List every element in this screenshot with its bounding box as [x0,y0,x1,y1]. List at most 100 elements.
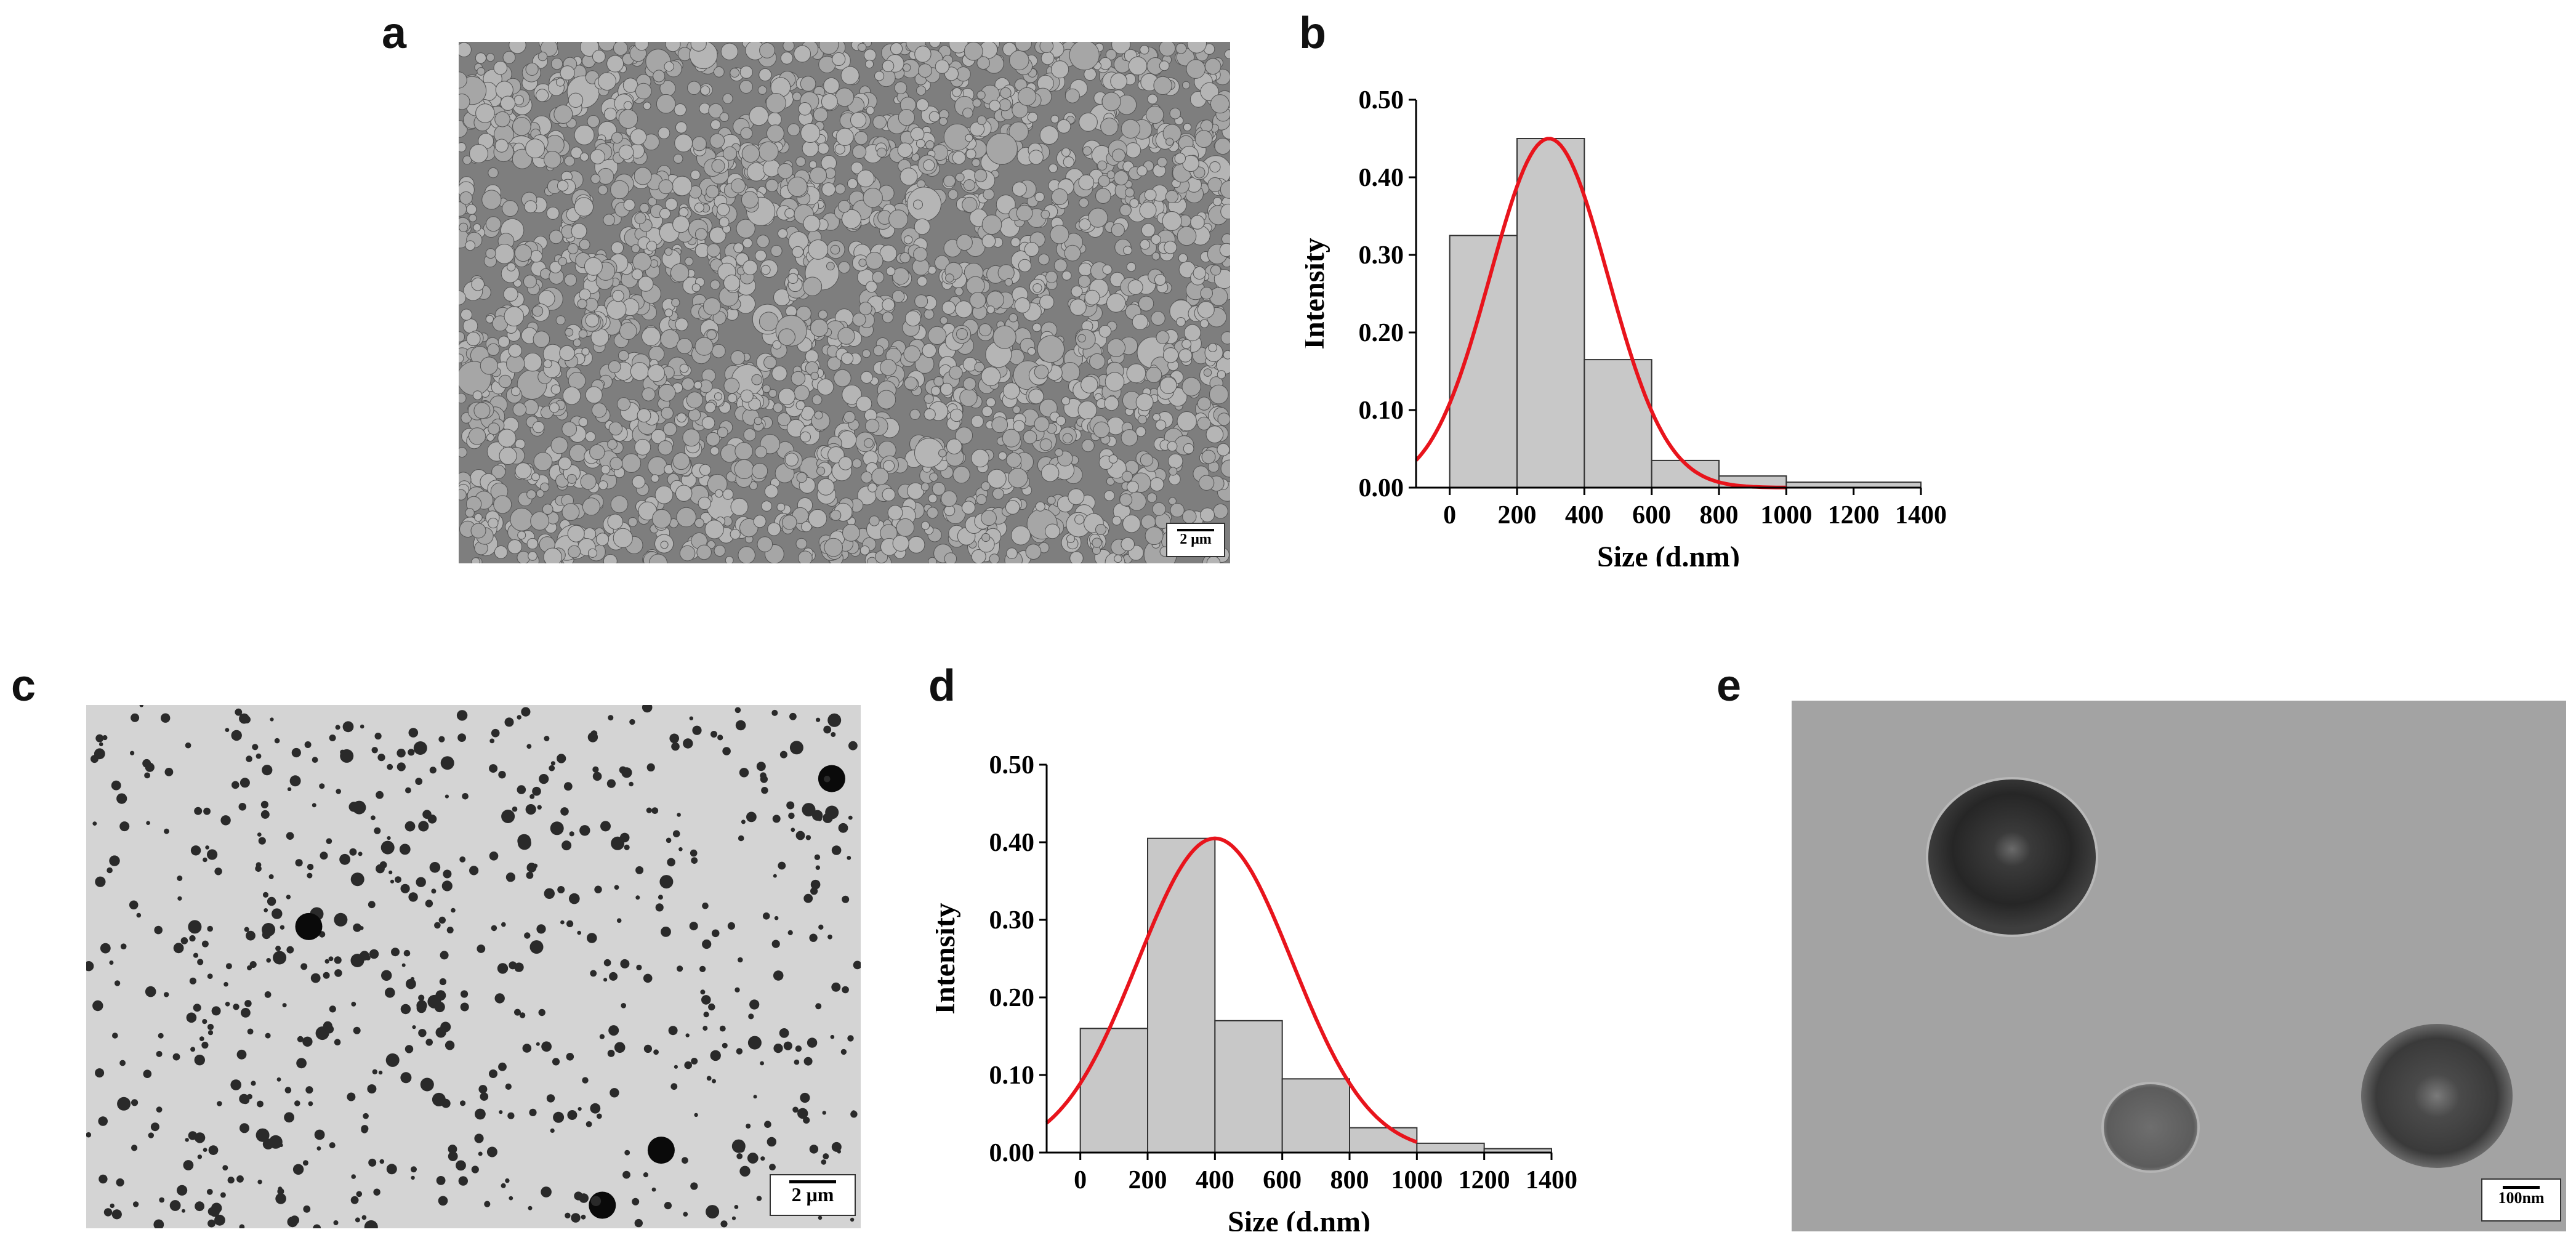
tem-particle [635,866,644,874]
sem-particle [928,557,937,563]
y-tick-label: 0.00 [1359,474,1404,502]
sem-particle [630,362,649,381]
tem-particle [131,713,140,722]
tem-particle [678,847,683,851]
histogram-bar [1214,1020,1283,1153]
tem-particle [247,965,252,971]
tem-particle [416,877,426,887]
sem-particle [976,56,990,70]
tem-particle [172,1053,180,1061]
sem-particle [1068,488,1085,505]
sem-particle [637,408,651,423]
sem-particle [791,371,806,386]
sem-particle [998,451,1007,461]
sem-particle [929,472,938,482]
gaussian-fit-curve [1414,137,1787,489]
tem-particle [848,815,853,820]
tem-particle [235,708,243,716]
x-tick-label: 200 [1129,1166,1167,1194]
tem-particle [451,908,456,913]
scale-bar-e: 100nm [2481,1178,2561,1222]
sem-particle [471,277,485,291]
tem-particle [236,1175,244,1183]
tem-particle [509,1196,513,1201]
sem-particle [569,444,587,462]
tem-particle [371,747,378,754]
tem-particle [772,815,781,823]
tem-particle [457,733,466,742]
sem-particle [585,386,603,404]
sem-particle [731,178,746,193]
tem-particle [142,759,151,768]
tem-particle [376,791,384,799]
sem-particle [460,308,473,321]
tem-particle [99,1174,108,1184]
sem-particle [925,140,935,150]
sem-particle [1003,382,1020,400]
sem-particle [883,460,895,472]
sem-particle [532,421,545,433]
tem-particle [246,755,252,762]
sem-particle [632,475,646,489]
sem-particle [694,518,704,528]
sem-particle [682,429,701,447]
tem-particle [173,943,184,954]
sem-particle [1219,243,1230,257]
tem-particle [505,1083,512,1090]
tem-particle [552,1058,560,1066]
sem-particle [754,446,767,459]
sem-particle [944,505,956,517]
tem-particle [590,970,597,977]
tem-particle [456,1160,466,1171]
tem-particle [236,1049,247,1060]
tem-particle [739,768,749,778]
sem-particle [765,93,786,113]
tem-particle [443,869,452,879]
sem-particle [940,382,954,396]
tem-particle [412,1025,416,1029]
sem-particle [1125,187,1135,198]
sem-particle [517,550,530,563]
tem-particle [262,930,271,940]
tem-particle [616,918,622,923]
tem-particle [120,943,127,949]
sem-particle [907,187,941,222]
tem-particle [292,1164,304,1175]
sem-particle [759,312,779,332]
tem-particle [636,964,642,970]
sem-particle [842,209,861,229]
sem-particle [1213,196,1222,206]
sem-particle [515,462,532,480]
sem-particle [941,300,956,315]
tem-particle [666,837,672,843]
sem-particle [955,300,973,318]
sem-particle [532,305,544,317]
sem-particle [1165,137,1174,146]
tem-particle [265,1033,271,1039]
sem-particle [971,549,986,563]
tem-particle [691,857,698,864]
tem-particle [350,872,364,887]
sem-particle [486,53,495,62]
panel-label-b: b [1299,9,1326,58]
sem-particle [910,127,925,142]
sem-particle [549,230,563,244]
tem-particle [557,886,565,893]
tem-particle [850,1217,855,1222]
sem-particle [800,123,821,143]
sem-particle [639,203,650,213]
sem-particle [722,93,733,104]
sem-particle [817,478,835,496]
tem-particle [360,724,364,729]
sem-particle [512,117,531,136]
tem-particle [456,710,468,721]
sem-particle [843,411,856,424]
sem-particle [459,42,472,57]
sem-particle [533,452,553,471]
tem-particle [664,1202,672,1210]
tem-particle [519,1012,526,1018]
sem-particle [1105,49,1117,60]
tem-particle [390,879,395,884]
scale-bar-label: 2 μm [1180,531,1212,547]
tem-particle [206,1188,213,1195]
